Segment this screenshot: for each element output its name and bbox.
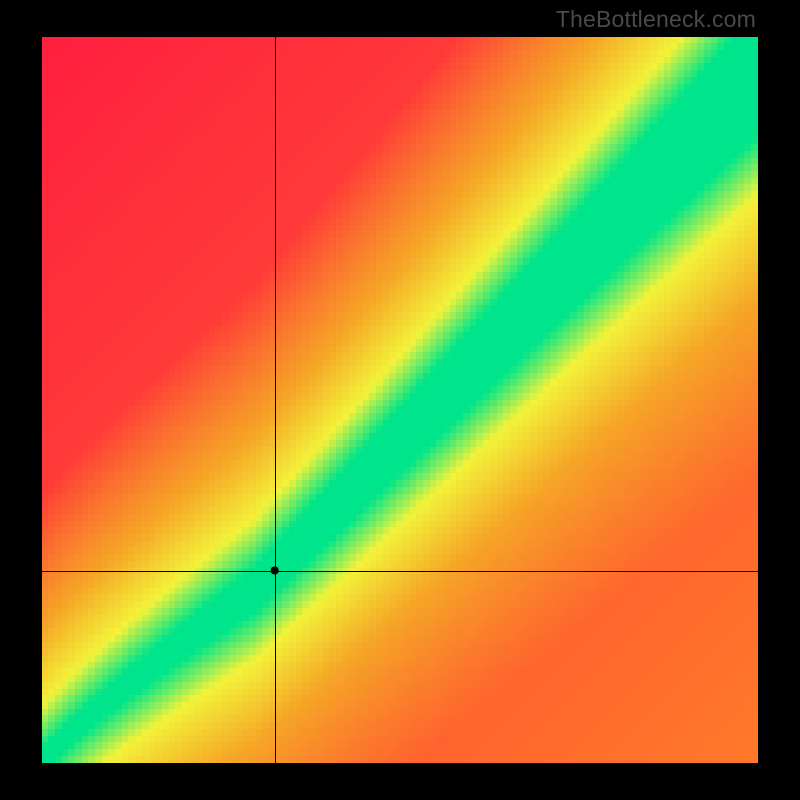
figure-frame: TheBottleneck.com xyxy=(0,0,800,800)
watermark-text: TheBottleneck.com xyxy=(556,6,756,33)
bottleneck-heatmap xyxy=(42,37,758,763)
